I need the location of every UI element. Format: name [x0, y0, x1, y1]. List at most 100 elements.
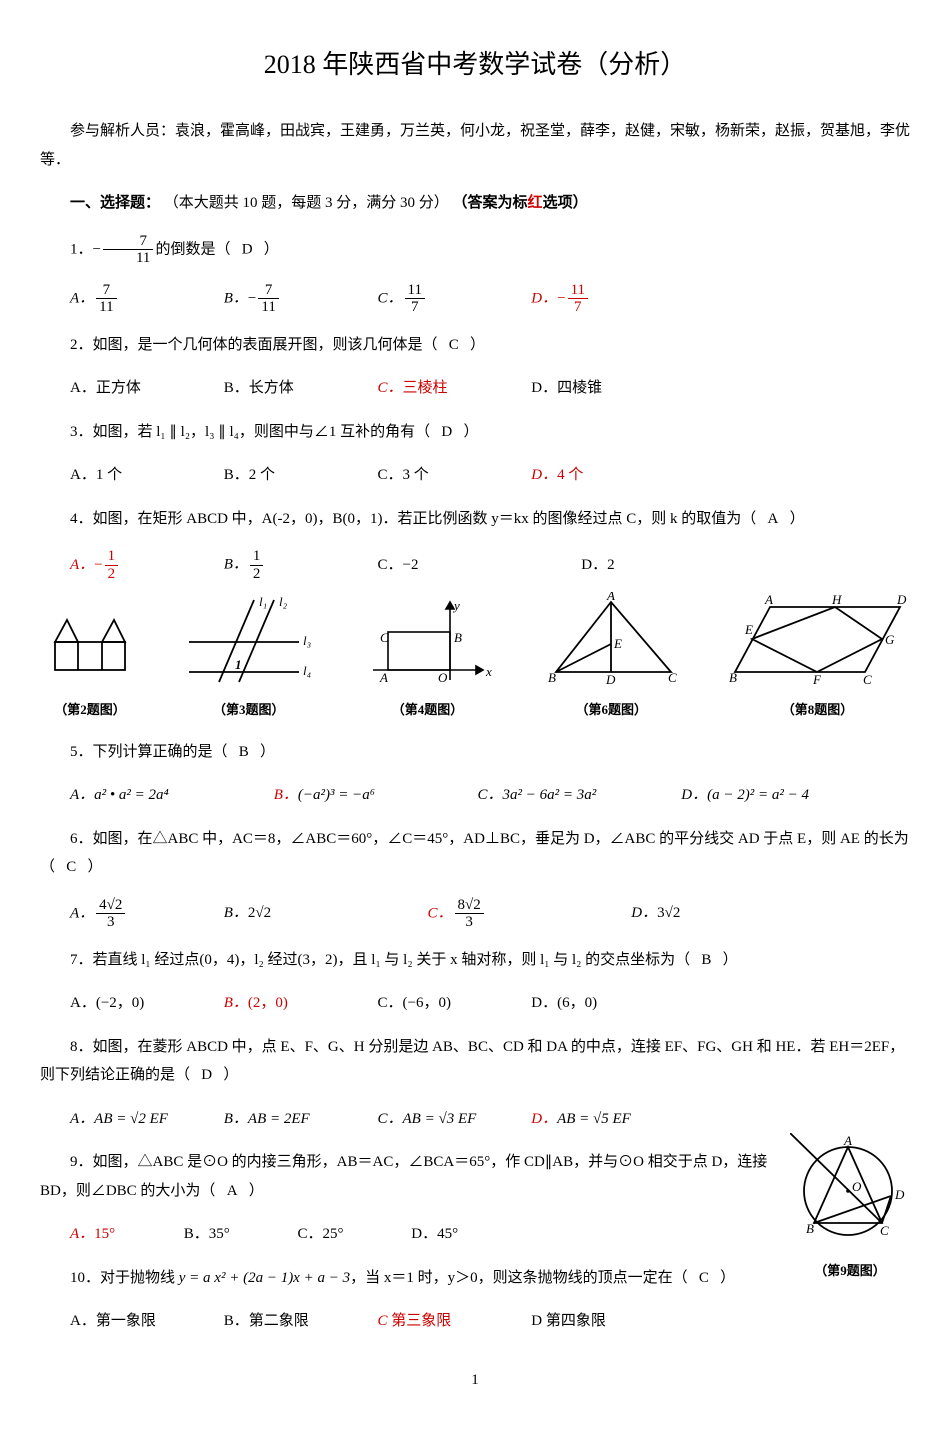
- fig6-caption: （第6题图）: [536, 698, 686, 723]
- q6-stem: 6．如图，在△ABC 中，AC＝8，∠ABC＝60°，∠C＝45°，AD⊥BC，…: [40, 831, 909, 876]
- q3-C: C．3 个: [378, 467, 429, 483]
- q10-options: A．第一象限 B．第二象限 C 第三象限 D 第四象限: [70, 1307, 910, 1336]
- q4-C: C．−2: [378, 557, 419, 573]
- fig3-l3: l₃: [303, 633, 311, 648]
- q1-D-den: 7: [568, 299, 588, 316]
- q1-B-num: 7: [258, 282, 278, 300]
- page-title: 2018 年陕西省中考数学试卷（分析）: [40, 40, 910, 89]
- q2-D: D．四棱锥: [531, 380, 602, 396]
- fig9-box: A B C D O （第9题图）: [790, 1133, 910, 1283]
- q6-B-label: B．: [224, 905, 248, 921]
- q7-B-label: B．: [224, 995, 248, 1011]
- fig6-C: C: [668, 670, 677, 685]
- q9-stem: 9．如图，△ABC 是⊙O 的内接三角形，AB＝AC，∠BCA＝65°，作 CD…: [40, 1154, 767, 1199]
- fig9-C: C: [880, 1223, 889, 1238]
- fig4-O: O: [438, 670, 448, 685]
- q2-options: A．正方体 B．长方体 C．三棱柱 D．四棱锥: [70, 374, 910, 403]
- q2-close: ）: [470, 337, 485, 353]
- q6-A-num: 4√2: [96, 897, 125, 915]
- q8-close: ）: [223, 1067, 238, 1083]
- q3-A: A．1 个: [70, 467, 122, 483]
- fig8-D: D: [896, 592, 907, 607]
- q1-B-neg: −: [248, 290, 256, 306]
- q3-D-label: D．: [531, 467, 557, 483]
- q9-options: A．15° B．35° C．25° D．45°: [70, 1220, 910, 1249]
- fig6-A: A: [606, 592, 615, 603]
- q1-D-label: D．: [531, 290, 557, 306]
- q1-D-frac: 117: [568, 282, 588, 316]
- q2-B: B．长方体: [224, 380, 294, 396]
- q1-close: ）: [264, 241, 279, 257]
- fig8-A: A: [764, 592, 773, 607]
- q3-D-text: 4 个: [557, 467, 583, 483]
- q1-C-label: C．: [378, 290, 403, 306]
- q6-D-label: D．: [631, 905, 657, 921]
- q6-B-text: 2√2: [248, 905, 271, 921]
- q1-answer: D: [242, 241, 253, 257]
- q6-A-label: A．: [70, 905, 94, 921]
- answer-note-suffix: 选项）: [543, 195, 588, 211]
- q1-D-num: 11: [568, 282, 588, 300]
- q9-A-label: A．: [70, 1226, 94, 1242]
- participants: 参与解析人员：袁浪，霍高峰，田战宾，王建勇，万兰英，何小龙，祝圣堂，薛李，赵健，…: [40, 117, 910, 174]
- q6-C-den: 3: [455, 914, 484, 931]
- section1-heading: 一、选择题：: [70, 195, 160, 211]
- fig3-l2: l₂: [279, 594, 288, 609]
- q10-A: A．第一象限: [70, 1313, 156, 1329]
- q9-C: C．25°: [298, 1226, 344, 1242]
- q4-close: ）: [790, 511, 805, 527]
- q7: 7．若直线 l₁ 经过点(0，4)，l₂ 经过(3，2)，且 l₁ 与 l₂ 关…: [40, 946, 910, 975]
- fig8-F: F: [812, 672, 822, 687]
- fig8-caption: （第8题图）: [725, 698, 910, 723]
- fig8-B: B: [729, 670, 737, 685]
- q8-D-text: AB = √5 EF: [557, 1111, 631, 1127]
- fig6-D: D: [605, 672, 616, 687]
- fig6-E: E: [613, 636, 622, 651]
- q4-stem: 4．如图，在矩形 ABCD 中，A(-2，0)，B(0，1)．若正比例函数 y＝…: [70, 511, 756, 527]
- fig9-svg: A B C D O: [790, 1133, 910, 1248]
- q3-options: A．1 个 B．2 个 C．3 个 D．4 个: [70, 461, 910, 490]
- q4-B-den: 2: [250, 566, 264, 583]
- q1-C-den: 7: [405, 299, 425, 316]
- q5-A-label: A．: [70, 787, 94, 803]
- fig4-C: C: [380, 630, 389, 645]
- fig8-box: A H D E G B F C （第8题图）: [725, 592, 910, 722]
- q5-B-math: (−a²)³ = −a⁶: [298, 787, 375, 803]
- q4-D: D．2: [581, 557, 614, 573]
- q5-answer: B: [239, 744, 249, 760]
- q4-A-label: A．: [70, 557, 94, 573]
- q1-neg: −: [93, 241, 101, 257]
- q2-A: A．正方体: [70, 380, 141, 396]
- q10-B: B．第二象限: [224, 1313, 309, 1329]
- q5-D-math: (a − 2)² = a² − 4: [707, 787, 809, 803]
- q5-C-label: C．: [478, 787, 503, 803]
- q3-answer: D: [441, 424, 452, 440]
- fig8-svg: A H D E G B F C: [725, 592, 910, 687]
- q9-B: B．35°: [184, 1226, 230, 1242]
- q1-B-frac: 711: [258, 282, 278, 316]
- q4: 4．如图，在矩形 ABCD 中，A(-2，0)，B(0，1)．若正比例函数 y＝…: [40, 505, 910, 534]
- fig9-A: A: [843, 1133, 852, 1148]
- q9-close: ）: [249, 1183, 264, 1199]
- q5-A-math: a² • a² = 2a⁴: [94, 787, 169, 803]
- fig3-svg: l₁ l₂ l₃ l₄ 1: [179, 592, 319, 687]
- q10-mid: ，当 x＝1 时，y＞0，则这条抛物线的顶点一定在（: [350, 1270, 688, 1286]
- q3-B: B．2 个: [224, 467, 275, 483]
- q7-C: C．(−6，0): [378, 995, 451, 1011]
- q1-A-num: 7: [96, 282, 116, 300]
- section1: 一、选择题： （本大题共 10 题，每题 3 分，满分 30 分） （答案为标红…: [40, 189, 910, 218]
- q6-C-num: 8√2: [455, 897, 484, 915]
- fig8-G: G: [885, 632, 895, 647]
- q8-answer: D: [201, 1067, 212, 1083]
- fig3-angle1: 1: [235, 657, 242, 672]
- q6-close: ）: [88, 859, 103, 875]
- q5: 5．下列计算正确的是（ B ）: [40, 738, 910, 767]
- fig4-x: x: [485, 664, 492, 679]
- q3-stem: 3．如图，若 l₁ ∥ l₂，l₃ ∥ l₄，则图中与∠1 互补的角有（: [70, 424, 430, 440]
- q1-stem: 的倒数是（: [155, 241, 230, 257]
- q6-C-label: C．: [428, 905, 453, 921]
- q8-C-label: C．: [378, 1111, 403, 1127]
- q5-close: ）: [260, 744, 275, 760]
- q8-B-label: B．: [224, 1111, 248, 1127]
- q1-num: 1．: [70, 241, 93, 257]
